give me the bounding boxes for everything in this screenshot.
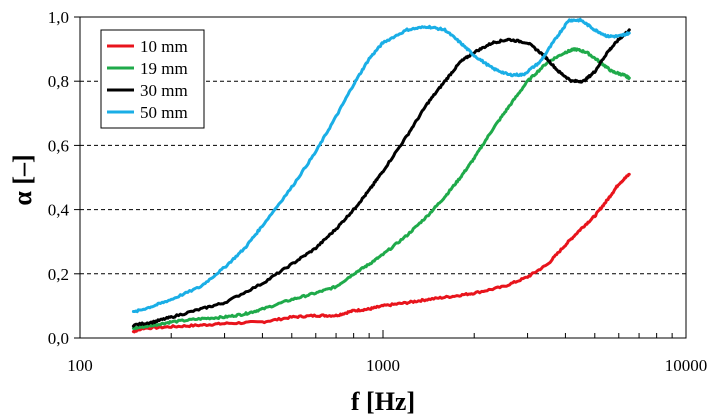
y-tick-label: 0,0 [48,329,69,348]
series-line-30-mm [131,28,631,328]
legend-label: 10 mm [140,37,188,56]
y-tick-label: 0,6 [48,136,69,155]
y-axis-title: α [–] [8,154,37,205]
legend: 10 mm 19 mm 30 mm 50 mm [100,29,205,129]
y-tick-label: 0,8 [48,72,69,91]
x-tick-label: 1000 [366,356,400,375]
x-tick-label: 10000 [665,356,708,375]
series-lines [131,17,631,334]
series-line-19-mm [131,47,631,331]
plot-frame [74,16,687,339]
x-axis-title: f [Hz] [351,387,415,416]
legend-label: 50 mm [140,103,188,122]
legend-label: 30 mm [140,81,188,100]
y-tick-label: 0,2 [48,265,69,284]
series-line-50-mm [131,17,631,314]
legend-label: 19 mm [140,59,188,78]
y-tick-labels: 0,0 0,2 0,4 0,6 0,8 1,0 [48,8,70,348]
x-tick-labels: 100 1000 10000 [67,356,707,375]
series-line-10-mm [131,172,631,334]
y-tick-label: 1,0 [48,8,69,27]
y-tick-label: 0,4 [48,201,70,220]
x-tick-label: 100 [67,356,93,375]
